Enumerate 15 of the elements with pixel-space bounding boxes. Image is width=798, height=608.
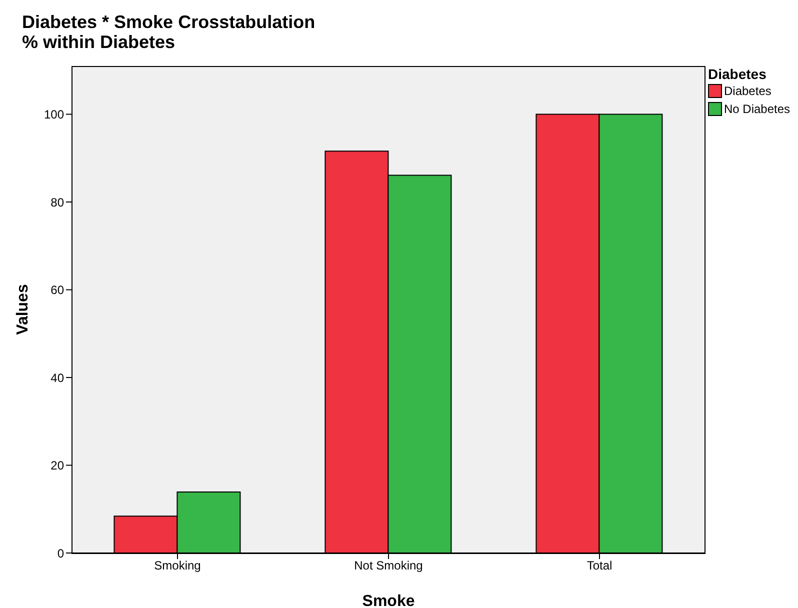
y-tick-label: 20 bbox=[50, 458, 64, 473]
x-tick-label: Not Smoking bbox=[354, 558, 423, 573]
y-tick-label: 0 bbox=[57, 546, 64, 560]
y-tick-label: 80 bbox=[50, 195, 64, 210]
x-tick-label: Total bbox=[586, 558, 612, 573]
legend-label: Diabetes bbox=[724, 84, 772, 98]
x-axis-title: Smoke bbox=[362, 593, 415, 608]
legend-title: Diabetes bbox=[708, 66, 768, 82]
y-tick-label: 60 bbox=[50, 283, 64, 298]
x-tick-label: Smoking bbox=[154, 558, 201, 573]
legend-label: No Diabetes bbox=[724, 102, 790, 116]
y-axis-title: Values bbox=[14, 284, 32, 335]
y-tick-label: 100 bbox=[44, 108, 64, 122]
y-tick-label: 40 bbox=[50, 370, 64, 385]
chart-title: Diabetes * Smoke Crosstabulation % within Diabetes bbox=[22, 12, 316, 52]
